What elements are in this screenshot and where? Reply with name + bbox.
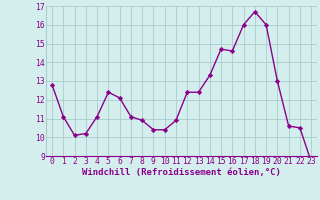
X-axis label: Windchill (Refroidissement éolien,°C): Windchill (Refroidissement éolien,°C) [82,168,281,177]
